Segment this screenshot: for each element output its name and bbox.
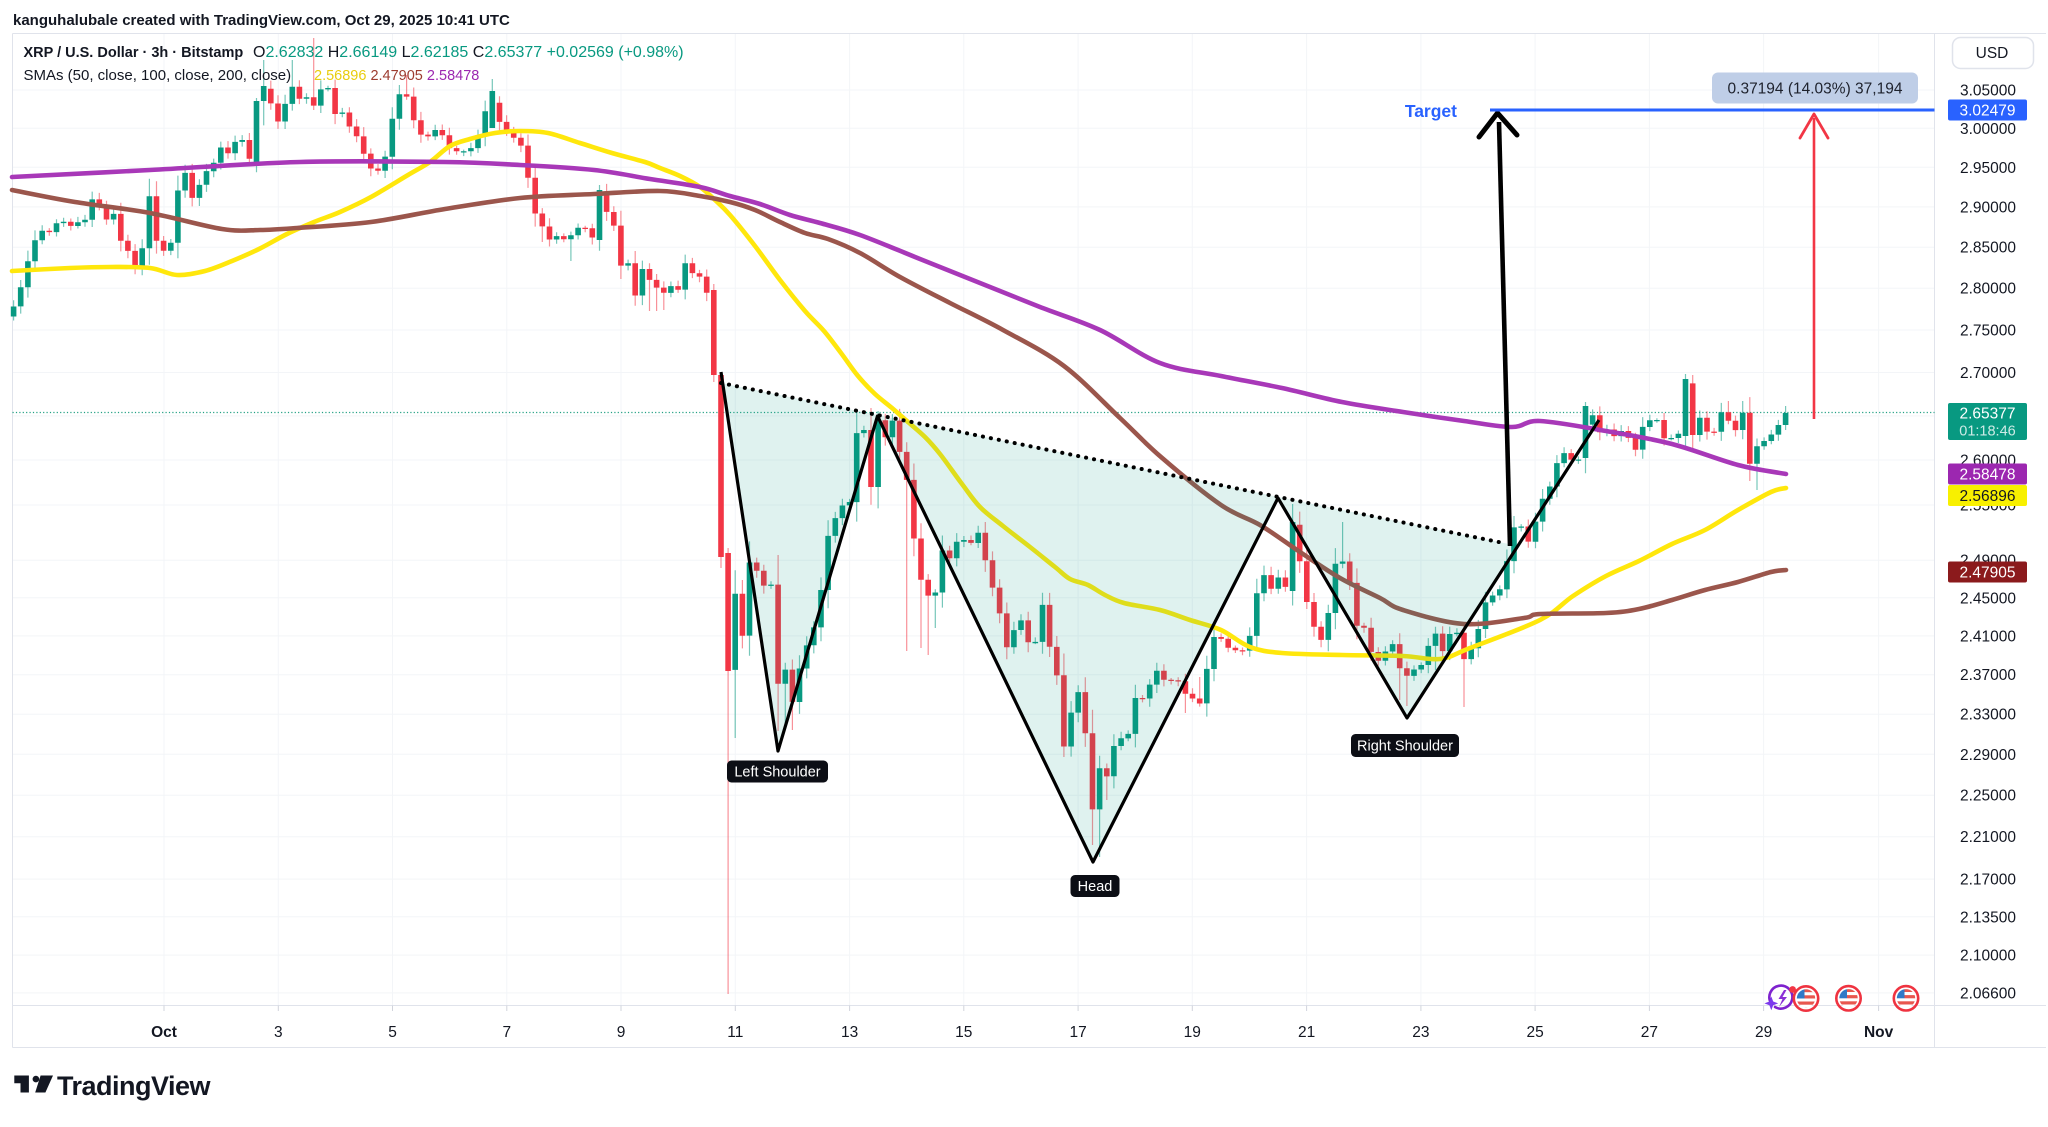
svg-text:2.25000: 2.25000 <box>1960 788 2016 805</box>
svg-text:2.10000: 2.10000 <box>1960 948 2016 965</box>
svg-text:2.58478: 2.58478 <box>1959 467 2015 484</box>
svg-text:19: 19 <box>1184 1024 1201 1041</box>
svg-text:21: 21 <box>1298 1024 1315 1041</box>
svg-text:2.37000: 2.37000 <box>1960 667 2016 684</box>
svg-text:Nov: Nov <box>1864 1024 1894 1041</box>
svg-text:3: 3 <box>274 1024 283 1041</box>
svg-text:2.80000: 2.80000 <box>1960 281 2016 298</box>
svg-text:2.41000: 2.41000 <box>1960 628 2016 645</box>
svg-text:25: 25 <box>1526 1024 1543 1041</box>
svg-text:2.47905: 2.47905 <box>1959 565 2015 582</box>
svg-text:01:18:46: 01:18:46 <box>1959 424 2015 440</box>
svg-text:3.02479: 3.02479 <box>1959 103 2015 120</box>
svg-text:2.56896 2.47905 2.58478: 2.56896 2.47905 2.58478 <box>314 68 479 84</box>
svg-text:kanguhalubale created with Tra: kanguhalubale created with TradingView.c… <box>13 12 510 29</box>
svg-text:2.95000: 2.95000 <box>1960 160 2016 177</box>
svg-text:11: 11 <box>727 1024 743 1041</box>
svg-text:2.90000: 2.90000 <box>1960 199 2016 216</box>
svg-text:5: 5 <box>388 1024 397 1041</box>
svg-text:2.85000: 2.85000 <box>1960 240 2016 257</box>
svg-text:17: 17 <box>1069 1024 1086 1041</box>
svg-text:2.21000: 2.21000 <box>1960 829 2016 846</box>
svg-text:2.56896: 2.56896 <box>1959 488 2015 505</box>
svg-text:SMAs (50, close, 100, close, 2: SMAs (50, close, 100, close, 200, close) <box>24 67 292 84</box>
svg-text:Right Shoulder: Right Shoulder <box>1357 739 1453 755</box>
svg-text:3.05000: 3.05000 <box>1960 83 2016 100</box>
svg-text:2.06600: 2.06600 <box>1960 985 2016 1002</box>
svg-text:23: 23 <box>1412 1024 1429 1041</box>
svg-text:2.45000: 2.45000 <box>1960 590 2016 607</box>
svg-text:13: 13 <box>841 1024 858 1041</box>
svg-text:O2.62832 H2.66149 L2.62185 C2.: O2.62832 H2.66149 L2.62185 C2.65377 +0.0… <box>253 44 684 61</box>
svg-text:27: 27 <box>1641 1024 1658 1041</box>
svg-text:Oct: Oct <box>151 1024 177 1041</box>
svg-text:2.65377: 2.65377 <box>1959 406 2015 423</box>
svg-text:2.13500: 2.13500 <box>1960 909 2016 926</box>
svg-text:7: 7 <box>502 1024 511 1041</box>
svg-text:2.29000: 2.29000 <box>1960 747 2016 764</box>
svg-text:9: 9 <box>617 1024 626 1041</box>
svg-text:Head: Head <box>1078 879 1113 895</box>
svg-text:3.00000: 3.00000 <box>1960 121 2016 138</box>
svg-text:XRP / U.S. Dollar · 3h · Bitst: XRP / U.S. Dollar · 3h · Bitstamp <box>24 45 244 61</box>
svg-text:USD: USD <box>1976 45 2009 62</box>
svg-text:2.75000: 2.75000 <box>1960 323 2016 340</box>
svg-text:2.33000: 2.33000 <box>1960 707 2016 724</box>
svg-text:2.70000: 2.70000 <box>1960 365 2016 382</box>
svg-text:Left Shoulder: Left Shoulder <box>734 765 820 781</box>
svg-text:15: 15 <box>955 1024 972 1041</box>
svg-text:TradingView: TradingView <box>57 1071 212 1101</box>
svg-text:Target: Target <box>1405 101 1457 121</box>
svg-text:29: 29 <box>1755 1024 1772 1041</box>
svg-text:2.17000: 2.17000 <box>1960 872 2016 889</box>
svg-text:0.37194 (14.03%) 37,194: 0.37194 (14.03%) 37,194 <box>1728 81 1903 98</box>
